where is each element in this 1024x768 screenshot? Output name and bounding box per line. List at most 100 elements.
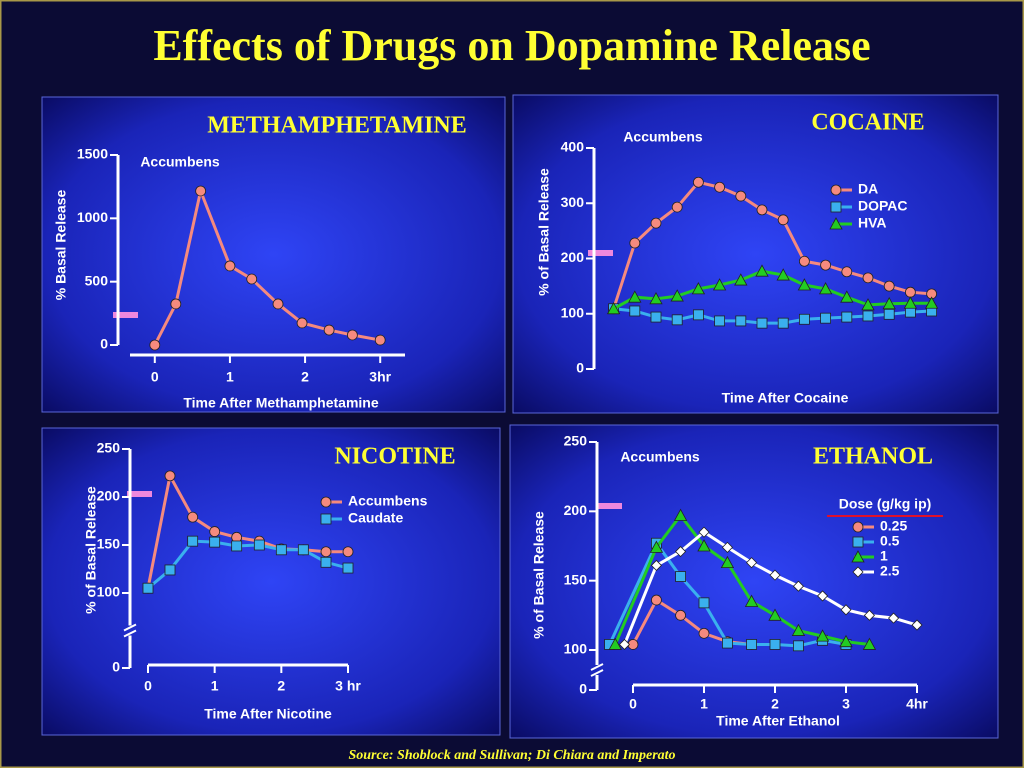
marker [815, 629, 830, 642]
y-tick-label: 150 [97, 536, 121, 552]
marker [629, 237, 641, 249]
y-tick-label: 100 [561, 304, 585, 320]
marker [852, 536, 864, 548]
marker [903, 296, 918, 309]
marker [675, 571, 686, 582]
marker [744, 594, 759, 607]
basal-marker [588, 250, 613, 256]
marker [693, 176, 704, 188]
marker [209, 526, 221, 537]
marker [793, 640, 804, 652]
marker [820, 259, 831, 271]
y-tick-label: 400 [561, 139, 585, 155]
marker [714, 315, 725, 327]
y-tick-label: 200 [97, 488, 121, 504]
marker [320, 496, 332, 508]
x-tick-label: 1 [226, 369, 234, 385]
marker [861, 298, 875, 311]
panel [41, 427, 501, 736]
marker [297, 544, 309, 556]
y-tick-label: 0 [100, 336, 108, 352]
marker [712, 278, 727, 291]
marker [829, 217, 843, 230]
y-axis-label: % of Basal Release [531, 511, 547, 639]
panel [512, 94, 999, 414]
marker [698, 597, 710, 609]
marker [722, 637, 733, 649]
x-tick-label: 0 [144, 678, 152, 694]
marker [818, 282, 833, 295]
y-tick-label: 300 [561, 194, 585, 210]
chart-title: METHAMPHETAMINE [207, 113, 467, 139]
marker [883, 308, 895, 320]
marker [618, 638, 631, 651]
marker [820, 312, 831, 324]
marker [187, 535, 199, 547]
marker [911, 619, 923, 631]
marker [769, 569, 781, 581]
marker [768, 608, 782, 621]
y-tick-label: 250 [564, 433, 588, 449]
series-line [146, 471, 348, 589]
marker [714, 181, 725, 193]
marker [629, 305, 641, 317]
legend-label: HVA [858, 215, 887, 231]
y-tick-label: 0 [576, 360, 584, 376]
marker [840, 290, 854, 303]
series-line [613, 307, 932, 325]
marker [746, 557, 758, 569]
marker [693, 309, 704, 321]
marker [799, 313, 810, 325]
legend-label: 2.5 [880, 563, 900, 579]
annotation: Accumbens [620, 449, 700, 465]
marker [924, 296, 939, 309]
marker [797, 278, 812, 291]
marker [187, 511, 199, 523]
marker [888, 612, 900, 624]
marker [756, 204, 768, 216]
marker [149, 339, 161, 351]
marker [852, 521, 864, 533]
marker [777, 317, 789, 329]
panel [41, 96, 506, 413]
marker [671, 314, 683, 326]
marker [649, 540, 664, 553]
marker [670, 289, 684, 302]
chart-title: COCAINE [811, 110, 924, 136]
legend-label: Accumbens [348, 493, 428, 509]
marker [697, 539, 711, 552]
y-tick-label: 1000 [77, 209, 108, 225]
x-tick-label: 3 [842, 696, 850, 712]
chart-title: NICOTINE [334, 444, 455, 470]
y-tick-label: 500 [85, 272, 109, 288]
marker [755, 264, 769, 277]
y-tick-label: 100 [97, 584, 121, 600]
marker [320, 546, 332, 558]
marker [817, 590, 829, 602]
x-tick-label: 3 hr [335, 678, 361, 694]
y-tick-label: 0 [112, 659, 120, 675]
marker [830, 201, 842, 213]
marker [721, 541, 733, 553]
y-tick-label: 100 [564, 641, 588, 657]
y-tick-label: 200 [564, 502, 588, 518]
marker [841, 266, 853, 278]
y-tick-label: 250 [97, 440, 121, 456]
marker [792, 580, 804, 592]
legend-title: Dose (g/kg ip) [839, 496, 932, 512]
marker [323, 324, 335, 336]
marker [691, 282, 706, 295]
marker [905, 286, 916, 298]
legend-label: DA [858, 181, 878, 197]
marker [649, 291, 663, 305]
y-tick-label: 150 [564, 571, 588, 587]
marker [673, 508, 688, 521]
y-axis-label: % of Basal Release [536, 168, 552, 296]
y-tick-label: 200 [561, 249, 585, 265]
marker [246, 273, 258, 285]
marker [720, 555, 735, 569]
marker [883, 280, 895, 292]
basal-marker [127, 491, 152, 497]
series-line [612, 180, 932, 310]
